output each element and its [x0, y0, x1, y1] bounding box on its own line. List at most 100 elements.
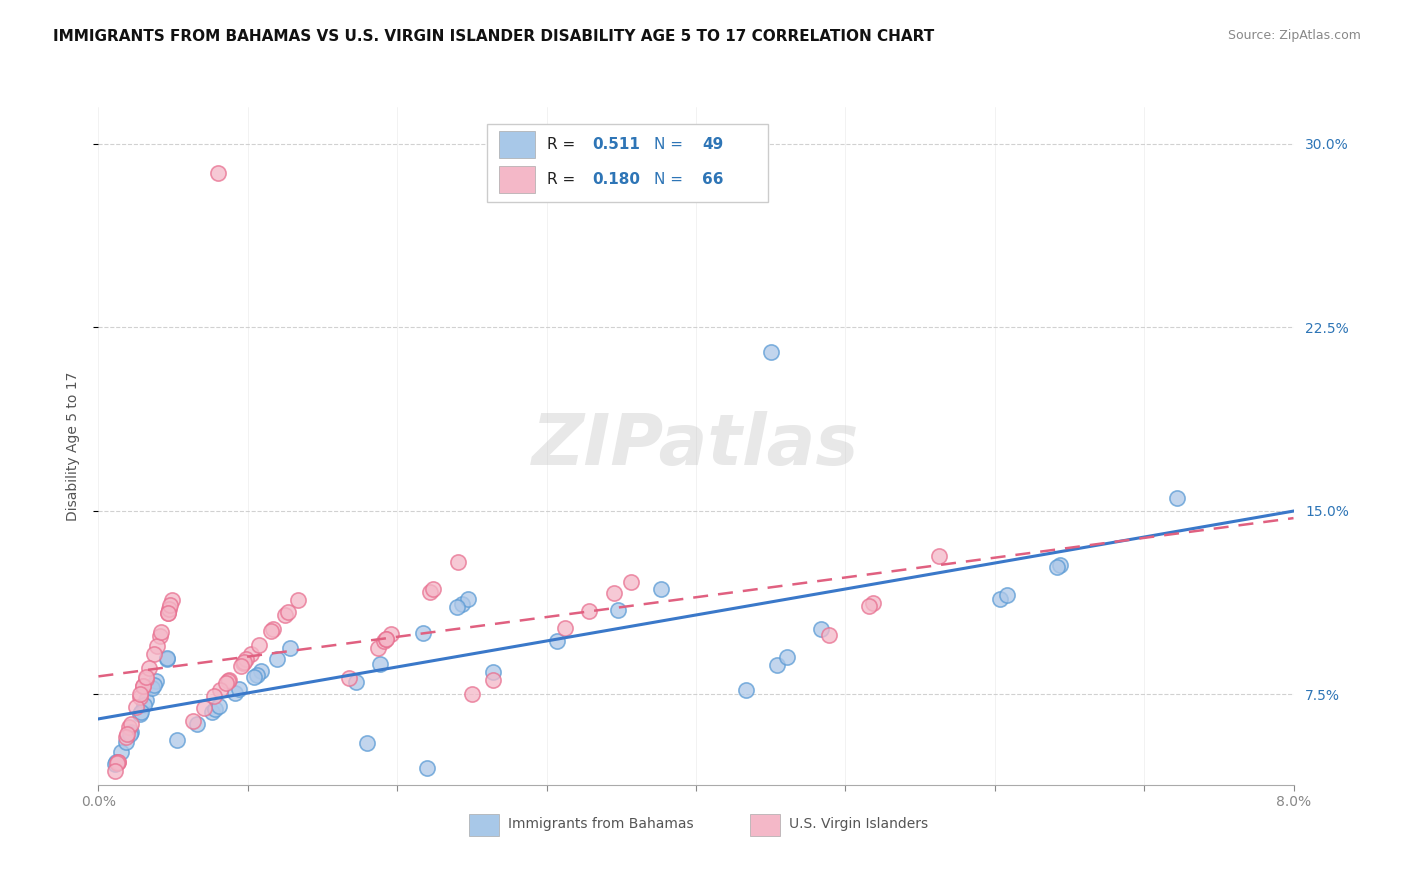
Point	[150, 624, 173, 639]
Point	[120, 725, 142, 739]
Point	[217, 673, 239, 688]
Point	[766, 657, 789, 672]
Point	[118, 720, 141, 734]
Point	[481, 665, 503, 679]
Point	[735, 682, 758, 697]
Point	[202, 689, 225, 703]
Text: 66: 66	[702, 172, 724, 187]
Point	[186, 717, 208, 731]
Point	[481, 673, 503, 687]
Point	[247, 638, 270, 652]
Point	[208, 682, 231, 697]
Point	[995, 589, 1018, 603]
Point	[135, 670, 157, 684]
Point	[204, 701, 226, 715]
Point	[461, 687, 484, 701]
Point	[243, 670, 266, 684]
Point	[128, 706, 150, 721]
Point	[125, 700, 148, 714]
Point	[266, 651, 288, 665]
Point	[246, 668, 269, 682]
Point	[135, 672, 157, 686]
Point	[457, 592, 479, 607]
Point	[181, 714, 204, 728]
Point	[142, 678, 165, 692]
Point	[274, 607, 297, 622]
Point	[142, 647, 165, 661]
Point	[554, 621, 576, 635]
Point	[218, 673, 240, 687]
Text: U.S. Virgin Islanders: U.S. Virgin Islanders	[789, 817, 928, 831]
Point	[157, 602, 180, 616]
Point	[250, 664, 273, 678]
Point	[578, 604, 600, 618]
Point	[278, 640, 301, 655]
Point	[776, 649, 799, 664]
FancyBboxPatch shape	[499, 131, 534, 158]
Point	[132, 679, 155, 693]
Point	[156, 651, 179, 665]
Point	[160, 593, 183, 607]
Point	[367, 640, 389, 655]
Point	[650, 582, 672, 596]
Point	[620, 574, 643, 589]
Text: 0.511: 0.511	[592, 136, 640, 152]
Point	[110, 746, 132, 760]
Point	[105, 755, 128, 769]
Point	[115, 727, 138, 741]
Point	[1049, 558, 1071, 573]
Text: R =: R =	[547, 172, 579, 187]
Point	[373, 634, 395, 648]
Point	[928, 549, 950, 563]
Point	[858, 599, 880, 613]
Point	[287, 592, 309, 607]
Point	[810, 622, 832, 636]
Point	[129, 705, 152, 719]
Y-axis label: Disability Age 5 to 17: Disability Age 5 to 17	[66, 371, 80, 521]
Point	[149, 629, 172, 643]
Point	[145, 674, 167, 689]
Point	[128, 690, 150, 704]
Point	[104, 764, 127, 778]
Point	[129, 687, 152, 701]
Point	[105, 756, 128, 771]
Point	[451, 597, 474, 611]
Point	[107, 756, 129, 770]
Text: Immigrants from Bahamas: Immigrants from Bahamas	[509, 817, 695, 831]
Point	[339, 671, 361, 685]
FancyBboxPatch shape	[499, 166, 534, 194]
Point	[422, 582, 444, 596]
FancyBboxPatch shape	[749, 814, 780, 837]
Point	[416, 761, 439, 775]
Point	[412, 625, 434, 640]
Text: Source: ZipAtlas.com: Source: ZipAtlas.com	[1227, 29, 1361, 42]
Point	[262, 622, 284, 636]
Text: IMMIGRANTS FROM BAHAMAS VS U.S. VIRGIN ISLANDER DISABILITY AGE 5 TO 17 CORRELATI: IMMIGRANTS FROM BAHAMAS VS U.S. VIRGIN I…	[53, 29, 935, 44]
Point	[156, 606, 179, 620]
Point	[159, 599, 181, 613]
Point	[344, 675, 367, 690]
Text: ZIPatlas: ZIPatlas	[533, 411, 859, 481]
Point	[446, 600, 468, 615]
Point	[862, 596, 884, 610]
Point	[374, 632, 396, 647]
Point	[546, 633, 568, 648]
Point	[132, 679, 155, 693]
Point	[1166, 491, 1188, 505]
Text: R =: R =	[547, 136, 579, 152]
Point	[818, 628, 841, 642]
Point	[156, 606, 179, 620]
Point	[138, 661, 160, 675]
Point	[166, 733, 188, 747]
Text: 0.180: 0.180	[592, 172, 640, 187]
Point	[375, 632, 398, 646]
Point	[759, 344, 782, 359]
Point	[370, 657, 392, 671]
Point	[990, 592, 1012, 607]
Point	[277, 605, 299, 619]
Point	[233, 655, 256, 669]
Point	[114, 735, 136, 749]
Point	[380, 626, 402, 640]
Point	[228, 682, 250, 697]
Point	[603, 586, 626, 600]
